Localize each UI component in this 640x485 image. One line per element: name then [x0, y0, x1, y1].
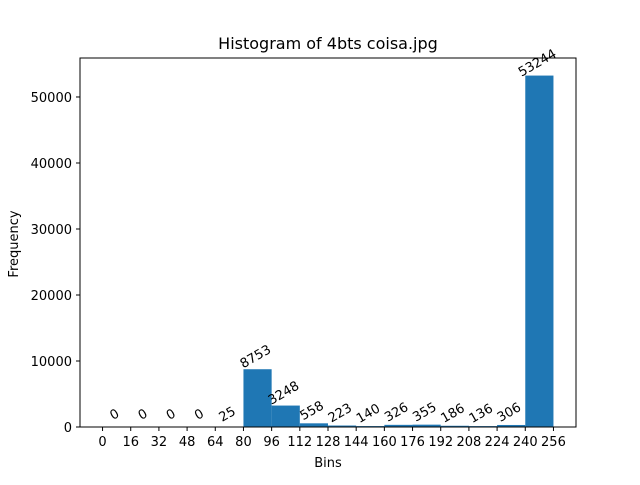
data-label-7: 558	[298, 399, 327, 424]
x-tick-label-15: 240	[513, 435, 538, 450]
x-tick-label-4: 64	[207, 435, 224, 450]
y-tick-label-4: 40000	[31, 157, 72, 172]
x-tick-label-10: 160	[372, 435, 397, 450]
x-tick-label-12: 192	[428, 435, 453, 450]
data-label-0: 0	[108, 406, 123, 423]
data-label-1: 0	[136, 406, 151, 423]
data-label-10: 326	[382, 400, 411, 425]
y-tick-label-0: 0	[64, 421, 72, 436]
x-tick-label-9: 144	[344, 435, 369, 450]
y-tick-label-1: 10000	[31, 355, 72, 370]
data-label-8: 223	[326, 401, 355, 426]
data-label-2: 0	[164, 406, 179, 423]
x-tick-label-2: 32	[151, 435, 168, 450]
y-axis-label: Frequency	[7, 210, 22, 277]
data-label-12: 186	[439, 401, 468, 426]
x-tick-label-8: 128	[316, 435, 341, 450]
data-label-9: 140	[354, 401, 383, 426]
x-tick-label-5: 80	[235, 435, 252, 450]
x-tick-label-0: 0	[98, 435, 106, 450]
data-label-3: 0	[192, 406, 207, 423]
histogram-bar-15	[525, 76, 553, 427]
data-label-4: 25	[217, 404, 239, 425]
data-label-14: 306	[495, 400, 524, 425]
data-label-13: 136	[467, 401, 496, 426]
bars-layer	[215, 76, 553, 427]
y-tick-label-5: 50000	[31, 91, 72, 106]
plot-frame	[80, 58, 576, 427]
y-tick-label-3: 30000	[31, 223, 72, 238]
y-tick-label-2: 20000	[31, 289, 72, 304]
x-tick-label-11: 176	[400, 435, 425, 450]
data-label-11: 355	[410, 400, 439, 425]
x-axis-label: Bins	[314, 456, 342, 471]
x-tick-label-13: 208	[456, 435, 481, 450]
x-tick-label-1: 16	[122, 435, 139, 450]
x-tick-label-6: 96	[263, 435, 280, 450]
x-tick-label-7: 112	[287, 435, 312, 450]
chart-title: Histogram of 4bts coisa.jpg	[218, 34, 438, 53]
histogram-bar-6	[272, 406, 300, 427]
data-label-5: 8753	[238, 342, 274, 372]
x-tick-label-14: 224	[485, 435, 510, 450]
data-label-15: 53244	[516, 47, 559, 81]
x-tick-label-16: 256	[541, 435, 566, 450]
x-tick-label-3: 48	[179, 435, 196, 450]
